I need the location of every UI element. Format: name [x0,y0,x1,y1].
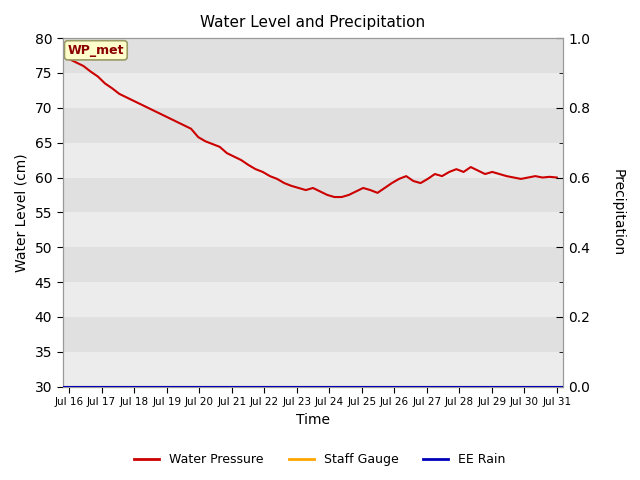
Y-axis label: Water Level (cm): Water Level (cm) [15,153,29,272]
Text: WP_met: WP_met [68,44,124,57]
Bar [63,317,563,352]
Title: Water Level and Precipitation: Water Level and Precipitation [200,15,426,30]
Bar [63,352,563,386]
Legend: Water Pressure, Staff Gauge, EE Rain: Water Pressure, Staff Gauge, EE Rain [129,448,511,471]
Bar [63,247,563,282]
Bar [63,38,563,73]
Bar [63,143,563,178]
X-axis label: Time: Time [296,413,330,427]
Y-axis label: Precipitation: Precipitation [611,169,625,256]
Bar [63,178,563,212]
Bar [63,212,563,247]
Bar [63,73,563,108]
Bar [63,282,563,317]
Bar [63,108,563,143]
